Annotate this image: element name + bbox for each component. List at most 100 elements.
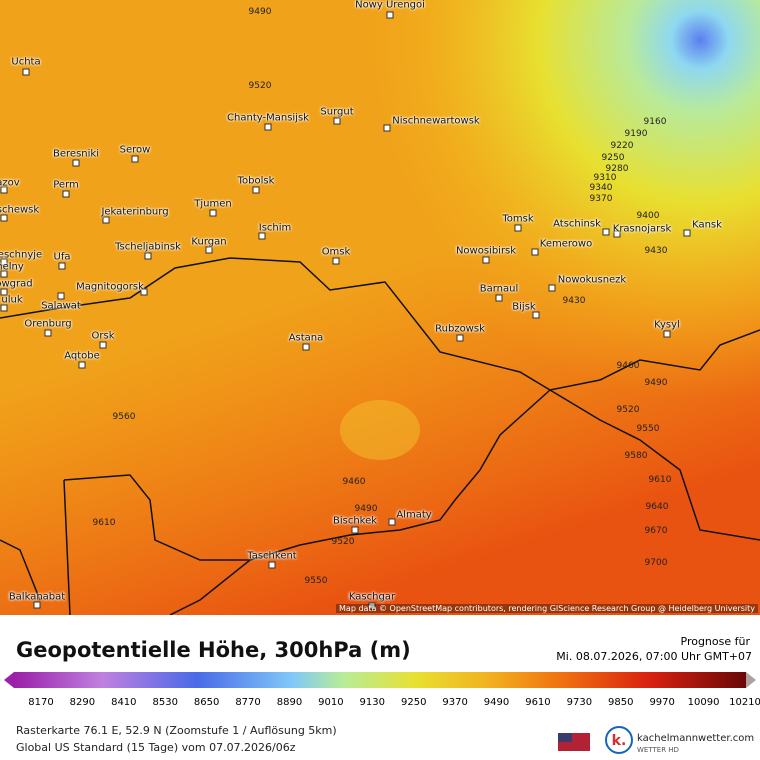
legend-graphics: k.	[4, 672, 756, 754]
city-label: Bischkek	[332, 515, 378, 527]
svg-text:k.: k.	[612, 733, 627, 749]
contour-label: 9490	[354, 504, 378, 514]
title: Geopotentielle Höhe, 300hPa (m)	[16, 638, 411, 662]
city-marker	[144, 252, 152, 260]
fc1: Prognose für	[680, 635, 751, 648]
info-line: Global US Standard (15 Tage) vom 07.07.2…	[16, 741, 296, 754]
city-marker	[72, 159, 80, 167]
city-marker	[140, 288, 148, 296]
city-label: Serow	[119, 144, 151, 156]
map[interactable]: Nowy Urengoi Uchta Chanty-Mansijsk Surgut Ni…	[0, 0, 760, 615]
city-label: Kemerowo	[539, 238, 593, 250]
city-marker	[514, 224, 522, 232]
contour-label: 9340	[589, 183, 613, 193]
city-marker	[368, 602, 376, 610]
city-label: schewsk	[0, 204, 40, 216]
city-marker	[0, 288, 8, 296]
city-marker	[22, 68, 30, 76]
city-label: helny	[0, 261, 24, 273]
scale-label: 9490	[483, 697, 510, 708]
info-line: Rasterkarte 76.1 E, 52.9 N (Zoomstufe 1 …	[16, 724, 337, 737]
city-marker	[495, 294, 503, 302]
city-marker	[302, 343, 310, 351]
city-label: Omsk	[321, 246, 351, 258]
contour-label: 9400	[636, 211, 660, 221]
city-label: Nowokusnezk	[557, 274, 627, 286]
city-label: Rubzowsk	[435, 323, 485, 335]
contour-label: 9250	[601, 153, 625, 163]
city-marker	[78, 361, 86, 369]
city-marker	[58, 262, 66, 270]
logo: kachelmannwetter.com	[637, 733, 755, 744]
city-label: Kaschgar	[348, 591, 396, 603]
city-marker	[663, 330, 671, 338]
attribution: Map data © OpenStreetMap contributors, r…	[336, 604, 758, 613]
city-marker	[333, 117, 341, 125]
scale-label: 8650	[193, 697, 220, 708]
city-label: Kurgan	[191, 236, 227, 248]
contour-label: 9370	[589, 194, 613, 204]
city-marker	[131, 155, 139, 163]
city-label: Jekaterinburg	[101, 206, 169, 218]
city-label: Nowosibirsk	[455, 245, 517, 257]
scale-label: 9010	[318, 697, 344, 708]
city-label: Chanty-Mansijsk	[227, 112, 309, 124]
contour-label: 9160	[643, 117, 667, 127]
scale-label: 8410	[111, 697, 137, 708]
city-label: owgrad	[0, 278, 33, 290]
contour-label: 9430	[562, 296, 586, 306]
contour-label: 9520	[248, 81, 272, 91]
city-marker	[62, 190, 70, 198]
city-marker	[252, 186, 260, 194]
scale-label: 9130	[359, 697, 386, 708]
contour-label: 9560	[112, 412, 136, 422]
contour-label: 9520	[616, 405, 640, 415]
logosub: WETTER HD	[637, 746, 679, 754]
city-marker	[332, 257, 340, 265]
city-marker	[205, 246, 213, 254]
contour-label: 9610	[92, 518, 116, 528]
city-marker	[44, 329, 52, 337]
scale-label: 8890	[276, 697, 303, 708]
city-label: Magnitogorsk	[76, 281, 144, 293]
city-marker	[0, 258, 8, 266]
contour-label: 9460	[616, 361, 640, 371]
contour-label: 9670	[644, 526, 668, 536]
contour-label: 9610	[648, 475, 672, 485]
city-label: Aqtobe	[64, 350, 100, 362]
city-label: azov	[0, 177, 20, 189]
scale-label: 9970	[649, 697, 675, 708]
contour-label: 9520	[331, 537, 355, 547]
contour-label: 9550	[304, 576, 328, 586]
city-marker	[351, 526, 359, 534]
contour-label: 9490	[248, 7, 272, 17]
city-label: Surgut	[320, 106, 354, 118]
city-label: Tomsk	[502, 213, 534, 225]
city-label: Tobolsk	[237, 175, 275, 187]
city-marker	[383, 124, 391, 132]
city-label: Salawat	[41, 300, 81, 312]
city-label: Barnaul	[479, 283, 519, 295]
scale-label: 9850	[608, 697, 634, 708]
city-marker	[99, 341, 107, 349]
city-label: Taschkent	[247, 550, 297, 562]
city-label: Almaty	[396, 509, 432, 521]
city-marker	[264, 123, 272, 131]
city-marker	[482, 256, 490, 264]
city-marker	[531, 248, 539, 256]
city-label: uluk	[1, 294, 23, 306]
contour-label: 9490	[644, 378, 668, 388]
city-marker	[0, 304, 8, 312]
city-marker	[683, 229, 691, 237]
city-label: Atschinsk	[553, 218, 601, 230]
city-marker	[268, 561, 276, 569]
scale-label: 8290	[69, 697, 96, 708]
city-marker	[57, 292, 65, 300]
contour-label: 9640	[645, 502, 669, 512]
city-marker	[0, 270, 8, 278]
city-marker	[386, 11, 394, 19]
contour-label: 9460	[342, 477, 366, 487]
scale-label: 9730	[566, 697, 593, 708]
city-label: Nischnewartowsk	[392, 115, 480, 127]
city-marker	[456, 334, 464, 342]
